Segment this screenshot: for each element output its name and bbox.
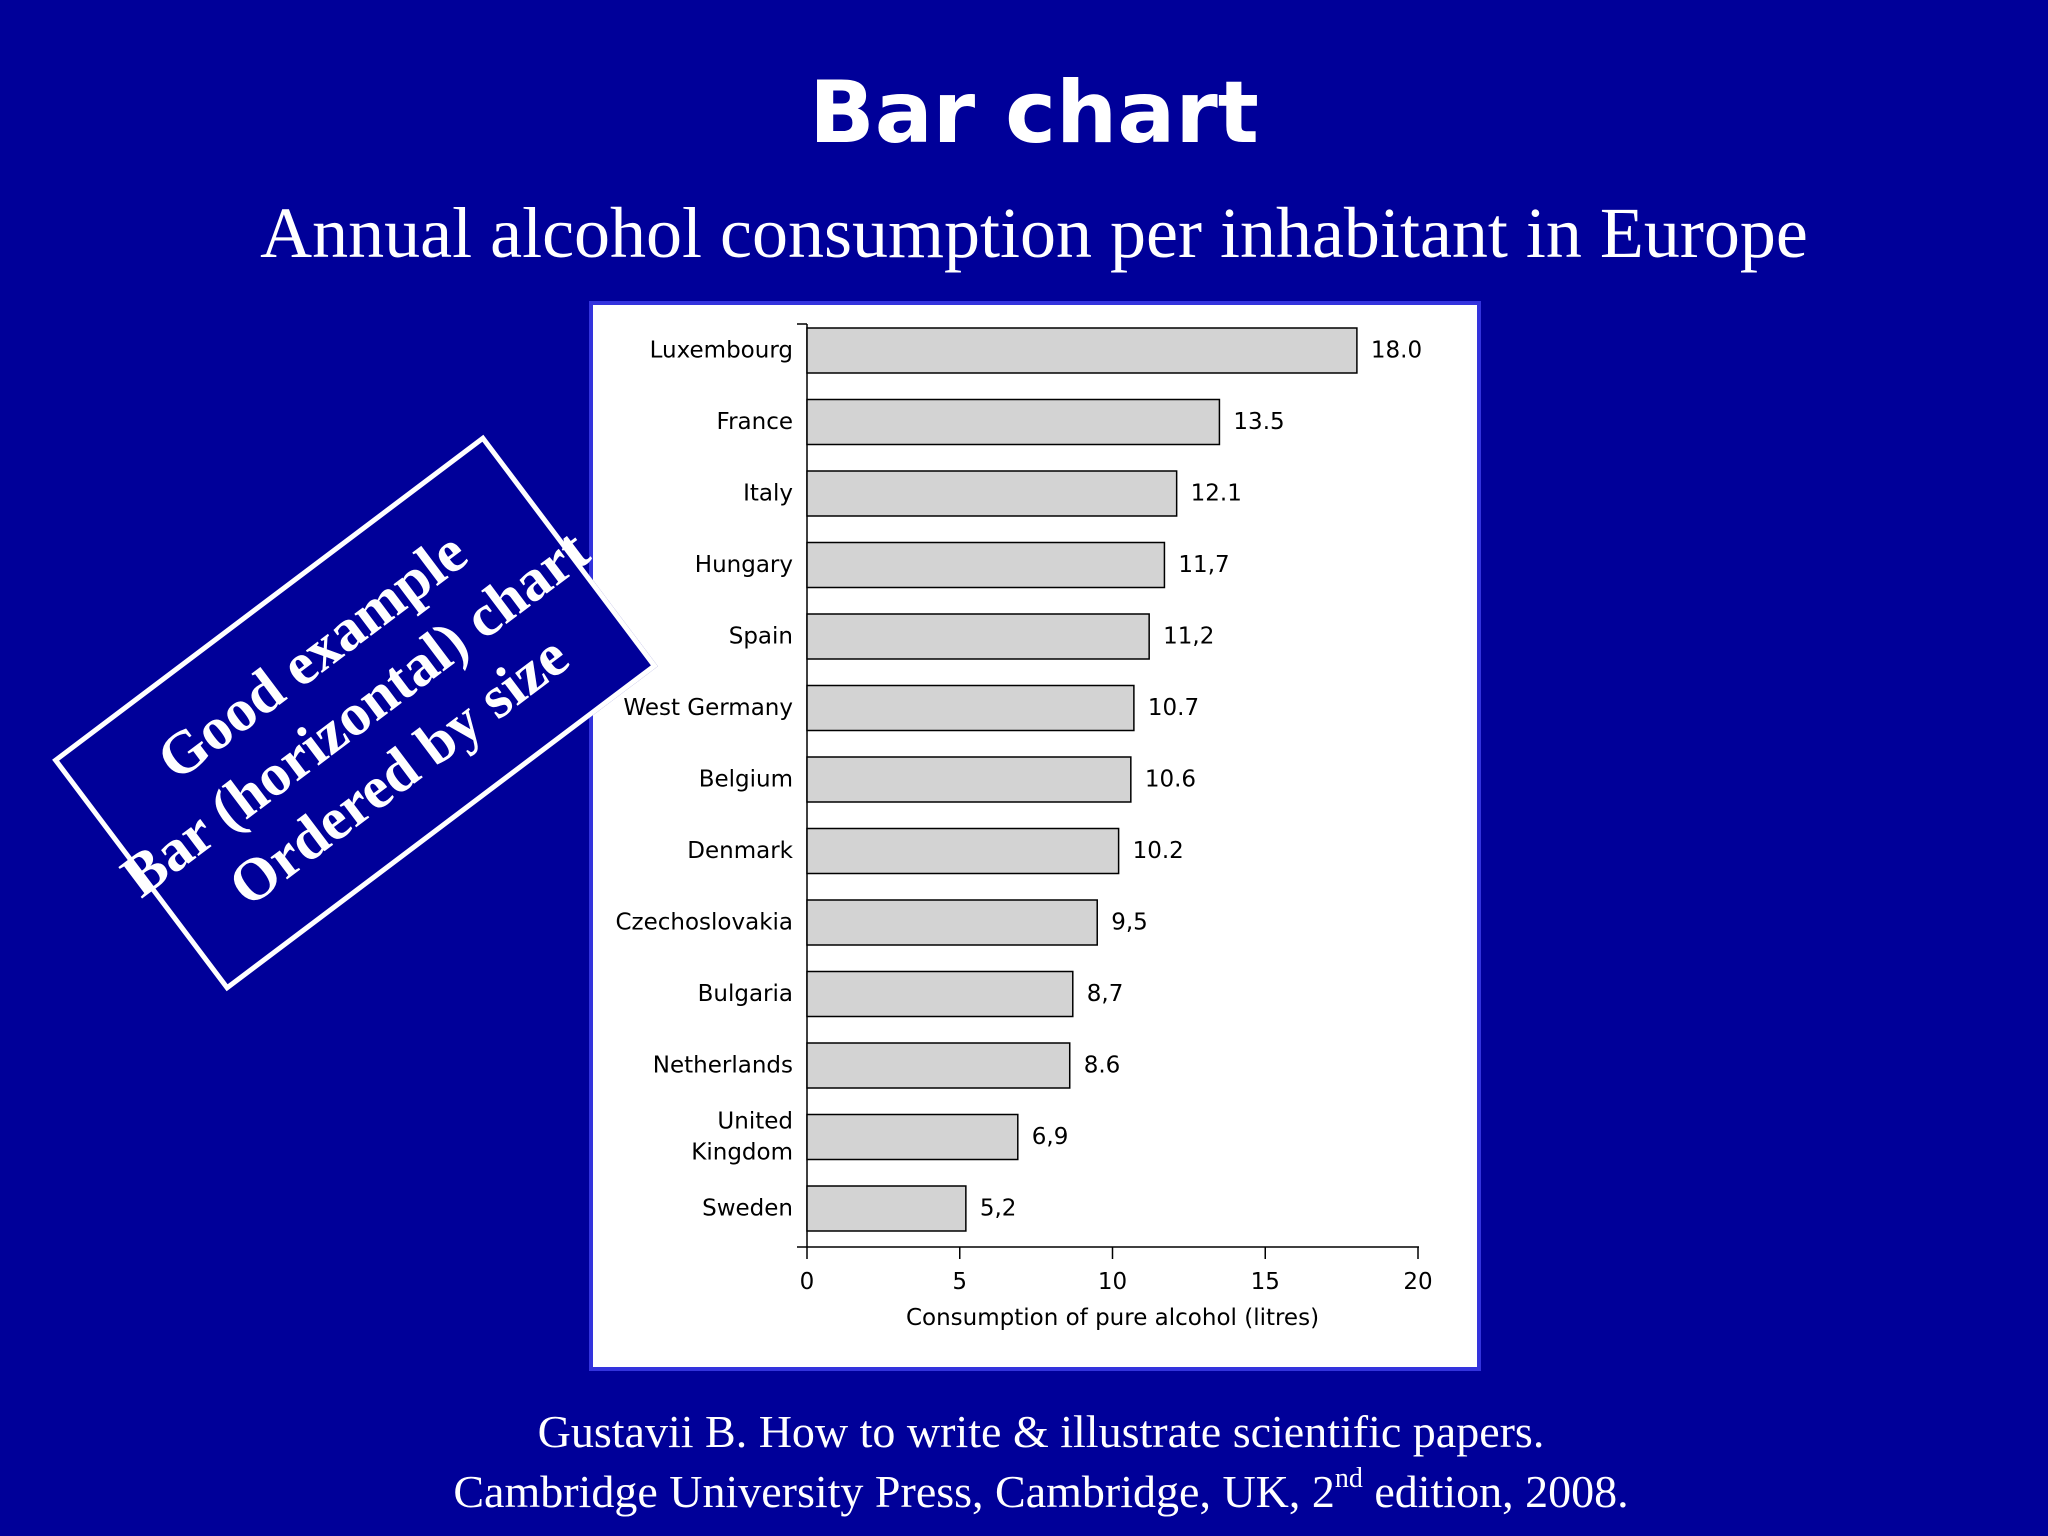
bar <box>806 327 1358 374</box>
data-label: 10.7 <box>1148 695 1199 721</box>
category-label-line: United <box>717 1109 793 1135</box>
bar <box>806 1042 1071 1089</box>
slide-title: Bar chart <box>809 63 1259 163</box>
x-axis-label: Consumption of pure alcohol (litres) <box>906 1305 1319 1331</box>
category-label: Czechoslovakia <box>615 910 793 936</box>
data-label: 10.2 <box>1133 838 1184 864</box>
citation-line-2: Cambridge University Press, Cambridge, U… <box>0 1462 2048 1522</box>
category-label: United Kingdom <box>691 1109 793 1166</box>
category-label: Italy <box>743 481 793 507</box>
citation-line-2-end: edition, 2008. <box>1362 1466 1629 1517</box>
data-label: 9,5 <box>1111 910 1148 936</box>
category-label: Hungary <box>695 552 793 578</box>
bar <box>806 613 1150 660</box>
x-tick-label: 0 <box>800 1269 815 1295</box>
bar <box>806 1185 967 1232</box>
category-label: Spain <box>729 624 793 650</box>
x-tick-label: 20 <box>1403 1269 1432 1295</box>
data-label: 8.6 <box>1084 1053 1121 1079</box>
slide-subtitle: Annual alcohol consumption per inhabitan… <box>260 193 1808 273</box>
bar <box>806 470 1178 517</box>
data-label: 11,2 <box>1163 624 1214 650</box>
bar <box>806 684 1135 732</box>
bar <box>806 756 1132 803</box>
category-label: Bulgaria <box>698 981 793 1007</box>
data-label: 8,7 <box>1087 981 1124 1007</box>
bar <box>806 398 1221 446</box>
category-label: France <box>717 409 793 435</box>
x-tick-label: 15 <box>1251 1269 1280 1295</box>
bar-chart: 18.0 Luxembourg 13.5 France 12.1 Italy 11,7 Hun… <box>615 323 1433 1331</box>
bar <box>806 541 1166 589</box>
category-label: West Germany <box>623 695 793 721</box>
citation-line-1: Gustavii B. How to write & illustrate sc… <box>537 1406 1545 1457</box>
data-label: 6,9 <box>1032 1124 1069 1150</box>
bar <box>806 1113 1019 1161</box>
bar <box>806 827 1120 875</box>
data-label: 5,2 <box>980 1196 1017 1222</box>
category-label: Luxembourg <box>650 338 793 364</box>
data-label: 11,7 <box>1178 552 1229 578</box>
x-tick-label: 5 <box>952 1269 967 1295</box>
citation-line-2-text: Cambridge University Press, Cambridge, U… <box>453 1466 1335 1517</box>
data-label: 12.1 <box>1191 481 1242 507</box>
category-label: Netherlands <box>653 1053 793 1079</box>
bar <box>806 970 1074 1018</box>
citation-superscript: nd <box>1334 1463 1363 1494</box>
data-label: 10.6 <box>1145 767 1196 793</box>
category-label: Belgium <box>699 767 793 793</box>
category-label-line: Kingdom <box>691 1140 793 1166</box>
citation: Gustavii B. How to write & illustrate sc… <box>0 1402 2048 1522</box>
bar <box>806 899 1098 946</box>
callout-banner: Good example Bar (horizontal) chart Orde… <box>52 434 658 992</box>
category-label: Sweden <box>702 1196 793 1222</box>
data-label: 13.5 <box>1233 409 1284 435</box>
chart-panel: 18.0 Luxembourg 13.5 France 12.1 Italy 11,7 Hun… <box>589 301 1481 1371</box>
data-label: 18.0 <box>1371 338 1422 364</box>
x-tick-label: 10 <box>1098 1269 1127 1295</box>
category-label: Denmark <box>687 838 793 864</box>
